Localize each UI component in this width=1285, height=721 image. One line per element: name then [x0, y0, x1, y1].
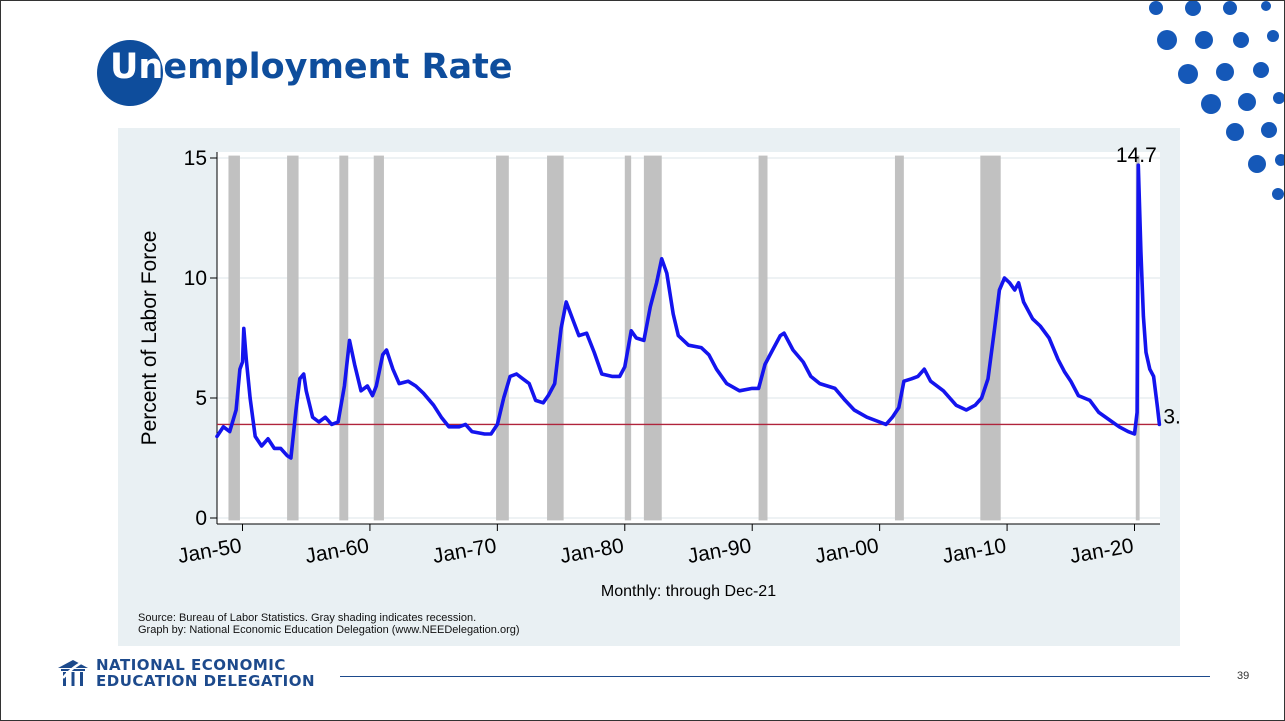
slide-title: Unemployment Rate	[110, 47, 513, 87]
recession-bar-3	[373, 155, 384, 521]
decor-dot-2	[1223, 1, 1237, 15]
decor-dot-14	[1226, 123, 1244, 141]
title-rest: employment Rate	[163, 47, 513, 87]
footer-divider	[340, 676, 1210, 677]
decor-dot-9	[1216, 63, 1234, 81]
unemployment-chart: 0 5 10 15 Jan-50 Jan-60 Jan-70 Jan-80 Jan-90 Jan-…	[138, 144, 1180, 600]
decor-dot-6	[1233, 32, 1249, 48]
decor-dot-0	[1149, 1, 1163, 15]
title-first-letters: Un	[110, 47, 164, 87]
plot-area	[217, 152, 1160, 524]
decor-dot-3	[1261, 1, 1271, 11]
decor-dot-7	[1267, 30, 1279, 42]
decor-dot-8	[1178, 64, 1198, 84]
recession-bar-4	[496, 155, 509, 521]
recession-bar-2	[339, 155, 349, 521]
x-axis-title: Monthly: through Dec-21	[601, 583, 776, 600]
y-tick-label-0: 0	[195, 507, 207, 530]
logo-line-1: NATIONAL ECONOMIC	[96, 656, 286, 674]
x-tick-label-2: Jan-70	[431, 534, 498, 568]
annotation-1: 3.9	[1163, 405, 1180, 428]
decor-dot-16	[1248, 155, 1266, 173]
decor-dot-17	[1275, 154, 1285, 166]
source-line-1: Source: Bureau of Labor Statistics. Gray…	[138, 612, 477, 624]
logo-line-2: EDUCATION DELEGATION	[96, 672, 316, 690]
recession-bar-6	[624, 155, 632, 521]
annotation-0: 14.7	[1116, 144, 1157, 167]
recession-bar-0	[228, 155, 240, 521]
decor-dot-1	[1185, 0, 1201, 16]
recession-bar-8	[758, 155, 768, 521]
decor-dot-13	[1273, 92, 1285, 104]
page-number: 39	[1237, 670, 1250, 682]
need-logo-icon	[58, 658, 88, 686]
title-accent-circle	[97, 40, 163, 106]
recession-bar-9	[894, 155, 904, 521]
decor-dot-11	[1201, 94, 1221, 114]
decor-dot-4	[1157, 30, 1177, 50]
recession-bar-5	[547, 155, 564, 521]
x-tick-label-7: Jan-20	[1068, 534, 1135, 568]
source-line-2: Graph by: National Economic Education De…	[138, 624, 520, 636]
x-tick-label-5: Jan-00	[813, 534, 880, 568]
decor-dot-5	[1195, 31, 1213, 49]
y-tick-label-1: 5	[195, 387, 207, 410]
y-tick-label-2: 10	[184, 267, 207, 290]
chart-source: Source: Bureau of Labor Statistics. Gray…	[138, 612, 520, 636]
recession-bar-7	[643, 155, 662, 521]
decorative-dots	[1149, 0, 1285, 200]
recession-bar-1	[287, 155, 299, 521]
decor-dot-10	[1253, 62, 1269, 78]
decor-dot-12	[1238, 93, 1256, 111]
x-tick-label-4: Jan-90	[686, 534, 753, 568]
x-tick-label-1: Jan-60	[304, 534, 371, 568]
y-axis-title: Percent of Labor Force	[138, 231, 161, 446]
recession-bar-10	[980, 155, 1001, 521]
decor-dot-18	[1272, 188, 1284, 200]
logo-wordmark: NATIONAL ECONOMIC EDUCATION DELEGATION	[96, 657, 315, 689]
x-tick-label-3: Jan-80	[558, 534, 625, 568]
decor-dot-15	[1261, 122, 1277, 138]
x-tick-label-6: Jan-10	[941, 534, 1008, 568]
series-line-0	[215, 163, 1162, 460]
y-tick-label-3: 15	[184, 147, 207, 170]
x-tick-label-0: Jan-50	[176, 534, 243, 568]
